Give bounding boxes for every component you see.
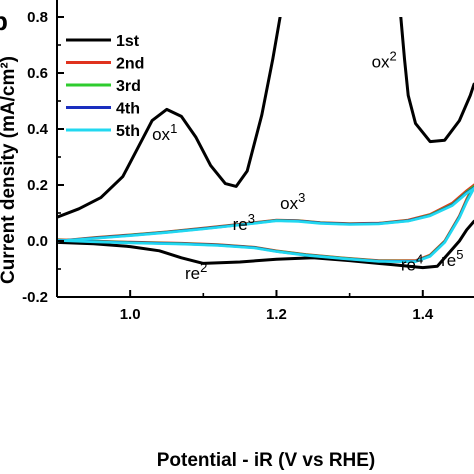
legend-label-4th: 4th	[116, 101, 140, 118]
y-tick-label: -0.2	[22, 289, 48, 306]
legend-label-2nd: 2nd	[116, 56, 144, 73]
y-tick-label: 0.4	[27, 121, 49, 138]
series-layer	[57, 17, 474, 270]
series-1st-line-2	[399, 17, 474, 144]
series-1st-line-3	[57, 219, 474, 270]
annotation-re5: re5	[441, 247, 463, 270]
y-tick-label: 0.8	[27, 9, 48, 26]
y-tick-label: 0.6	[27, 65, 48, 82]
series-5th-line-2	[57, 187, 474, 263]
series-4th-line-1	[57, 186, 474, 243]
x-axis-label: Potential - iR (V vs RHE)	[157, 450, 376, 471]
y-tick-label: 0.2	[27, 177, 48, 194]
annotation-re3: re3	[233, 211, 255, 234]
legend: 1st 2nd 3rd 4th 5th	[66, 33, 144, 140]
legend-label-1st: 1st	[116, 33, 140, 50]
x-tick-label: 1.2	[266, 306, 287, 323]
x-tick-label: 1.0	[120, 306, 141, 323]
annotation-re4: re4	[401, 251, 423, 274]
annotation-re2: re2	[185, 260, 207, 283]
legend-label-5th: 5th	[116, 123, 140, 140]
series-3rd-line-1	[57, 185, 474, 243]
y-axis-label: Current density (mA/cm²)	[0, 56, 19, 284]
series-2nd-line-1	[57, 183, 474, 243]
annotation-ox1: ox1	[152, 121, 177, 144]
peak-annotations: ox1 ox2 ox3 re2 re3 re4 re5	[152, 48, 463, 282]
series-1st-line-1	[57, 17, 282, 219]
legend-label-3rd: 3rd	[116, 78, 141, 95]
panel-letter: b	[0, 6, 8, 36]
y-tick-label: 0.0	[27, 233, 48, 250]
series-5th-line-1	[57, 187, 474, 243]
axes	[56, 0, 474, 298]
x-tick-label: 1.4	[412, 306, 434, 323]
annotation-ox2: ox2	[372, 48, 397, 71]
annotation-ox3: ox3	[280, 190, 305, 213]
tick-labels: 1.0 1.2 1.4 -0.2 0.0 0.2 0.4 0.6 0.8	[22, 9, 434, 323]
